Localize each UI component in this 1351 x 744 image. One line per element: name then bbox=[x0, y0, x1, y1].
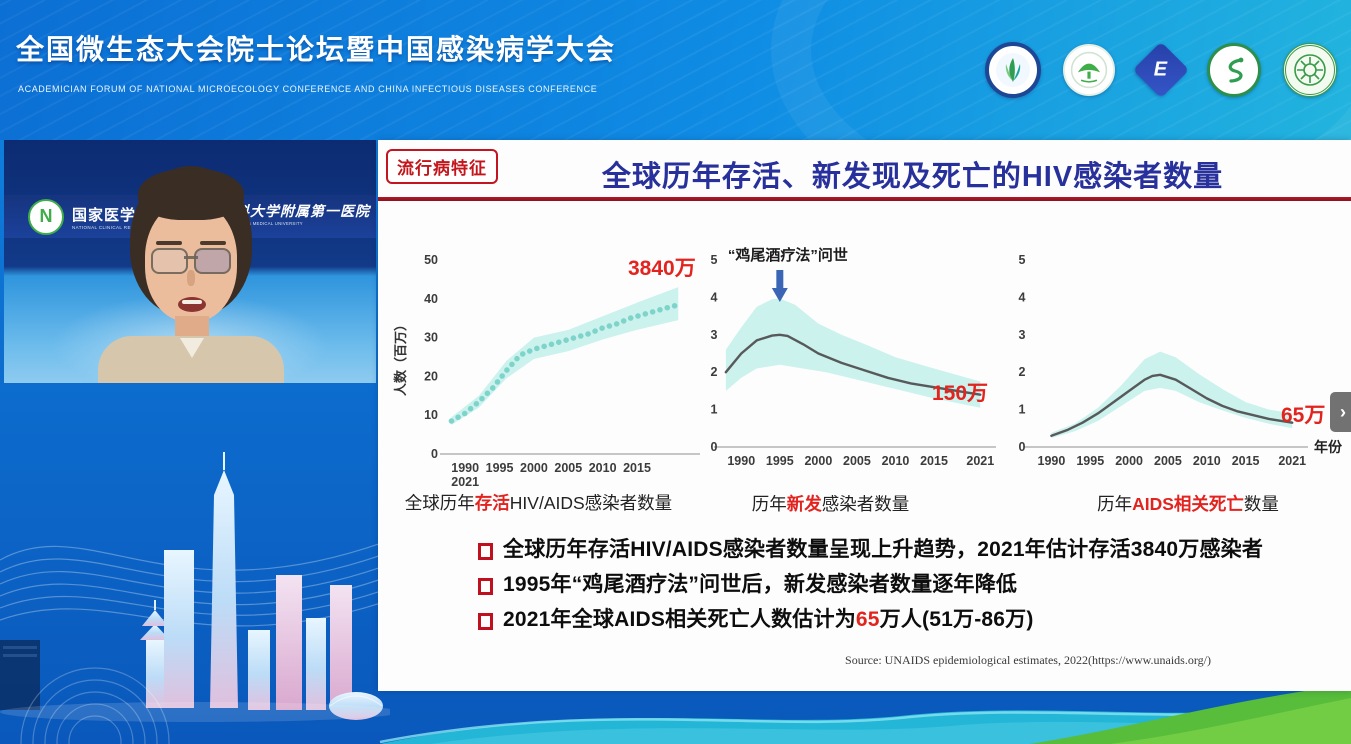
svg-text:5: 5 bbox=[711, 253, 718, 267]
svg-text:2: 2 bbox=[711, 365, 718, 379]
chart-people-living-with-hiv: 0 10 20 30 40 50 1990 1995 2000 2005 2010 2015 2021 人… bbox=[392, 232, 702, 490]
chart-caption-new-infections: 历年新发感染者数量 bbox=[751, 494, 910, 514]
svg-text:40: 40 bbox=[424, 292, 438, 306]
svg-text:1990: 1990 bbox=[451, 461, 479, 475]
svg-text:2: 2 bbox=[1019, 365, 1026, 379]
svg-text:2005: 2005 bbox=[554, 461, 582, 475]
logo-row: E bbox=[985, 41, 1337, 99]
title-divider bbox=[378, 197, 1351, 201]
bullet-item: 1995年“鸡尾酒疗法”问世后，新发感染者数量逐年降低 bbox=[478, 573, 1343, 597]
svg-text:2005: 2005 bbox=[1154, 454, 1182, 468]
chevron-right-icon: › bbox=[1340, 401, 1346, 422]
chart-new-infections: 0 1 2 3 4 5 1990 1995 2000 2005 2010 2015 2021 “鸡尾酒疗法… bbox=[700, 232, 1000, 490]
svg-text:1990: 1990 bbox=[1038, 454, 1066, 468]
bullet-square-icon bbox=[478, 613, 493, 630]
svg-text:2021: 2021 bbox=[966, 454, 994, 468]
bullet-square-icon bbox=[478, 543, 493, 560]
pharmaceutical-association-icon bbox=[1207, 43, 1261, 97]
svg-text:1995: 1995 bbox=[766, 454, 794, 468]
academy-emblem-icon bbox=[1283, 43, 1337, 97]
conference-banner: 全国微生态大会院士论坛暨中国感染病学大会 ACADEMICIAN FORUM O… bbox=[0, 0, 1351, 240]
value-label-150: 150万 bbox=[932, 382, 989, 405]
svg-text:30: 30 bbox=[424, 331, 438, 345]
svg-text:20: 20 bbox=[424, 369, 438, 383]
svg-text:2015: 2015 bbox=[920, 454, 948, 468]
source-citation: Source: UNAIDS epidemiological estimates… bbox=[845, 653, 1211, 667]
topic-badge: 流行病特征 bbox=[386, 149, 498, 184]
hospital-logo-icon: N bbox=[28, 198, 64, 235]
value-label-65: 65万 bbox=[1281, 404, 1326, 427]
next-slide-button[interactable]: › bbox=[1330, 392, 1351, 432]
svg-text:2000: 2000 bbox=[1115, 454, 1143, 468]
svg-text:2015: 2015 bbox=[623, 461, 651, 475]
conference-emblem-icon bbox=[985, 42, 1041, 98]
svg-text:“鸡尾酒疗法”问世: “鸡尾酒疗法”问世 bbox=[728, 246, 848, 264]
svg-text:10: 10 bbox=[424, 408, 438, 422]
svg-text:1995: 1995 bbox=[1076, 454, 1104, 468]
svg-text:2010: 2010 bbox=[589, 461, 617, 475]
svg-text:1990: 1990 bbox=[727, 454, 755, 468]
svg-text:4: 4 bbox=[1019, 290, 1026, 304]
svg-text:50: 50 bbox=[424, 253, 438, 267]
chart-aids-deaths: 0 1 2 3 4 5 1990 1995 2000 2005 2010 2015 2021 年份 bbox=[1008, 232, 1348, 490]
svg-text:2000: 2000 bbox=[520, 461, 548, 475]
bullet-square-icon bbox=[478, 578, 493, 595]
svg-text:2010: 2010 bbox=[1193, 454, 1221, 468]
svg-text:2000: 2000 bbox=[804, 454, 832, 468]
presenter-video[interactable]: N 国家医学检验 NATIONAL CLINICAL RESEA 国医科大学附属… bbox=[4, 140, 376, 383]
conference-title: 全国微生态大会院士论坛暨中国感染病学大会 bbox=[16, 34, 617, 65]
bullet-item: 2021年全球AIDS相关死亡人数估计为65万人(51万-86万) bbox=[478, 608, 1343, 632]
svg-text:2021: 2021 bbox=[451, 475, 479, 489]
value-label-3840: 3840万 bbox=[628, 257, 696, 280]
svg-text:2021: 2021 bbox=[1278, 454, 1306, 468]
bullet-item: 全球历年存活HIV/AIDS感染者数量呈现上升趋势，2021年估计存活3840万… bbox=[478, 538, 1343, 562]
svg-text:年份: 年份 bbox=[1314, 439, 1343, 455]
svg-text:2015: 2015 bbox=[1232, 454, 1260, 468]
chart-caption-deaths: 历年AIDS相关死亡数量 bbox=[1097, 494, 1279, 514]
svg-text:3: 3 bbox=[711, 328, 718, 342]
svg-text:5: 5 bbox=[1019, 253, 1026, 267]
svg-text:2010: 2010 bbox=[882, 454, 910, 468]
conference-subtitle: ACADEMICIAN FORUM OF NATIONAL MICROECOLO… bbox=[18, 84, 598, 94]
svg-text:人数（百万）: 人数（百万） bbox=[393, 318, 408, 396]
presentation-slide: 流行病特征 全球历年存活、新发现及死亡的HIV感染者数量 0 10 20 30 40 50… bbox=[378, 140, 1351, 691]
svg-text:1: 1 bbox=[1019, 403, 1026, 417]
bottom-wave-decoration bbox=[379, 684, 1351, 744]
svg-text:1: 1 bbox=[711, 403, 718, 417]
svg-text:4: 4 bbox=[711, 290, 718, 304]
svg-text:2005: 2005 bbox=[843, 454, 871, 468]
svg-text:1995: 1995 bbox=[486, 461, 514, 475]
key-points-list: 全球历年存活HIV/AIDS感染者数量呈现上升趋势，2021年估计存活3840万… bbox=[478, 538, 1343, 643]
svg-text:0: 0 bbox=[431, 447, 438, 461]
chart-caption-survivors: 全球历年存活HIV/AIDS感染者数量 bbox=[404, 493, 673, 513]
slide-title: 全球历年存活、新发现及死亡的HIV感染者数量 bbox=[601, 161, 1224, 193]
svg-text:3: 3 bbox=[1019, 328, 1026, 342]
city-skyline-graphic bbox=[0, 452, 390, 744]
xinglan-health-icon bbox=[1063, 44, 1115, 96]
svg-text:0: 0 bbox=[711, 440, 718, 454]
e-diamond-icon: E bbox=[1132, 41, 1190, 99]
svg-text:0: 0 bbox=[1019, 440, 1026, 454]
